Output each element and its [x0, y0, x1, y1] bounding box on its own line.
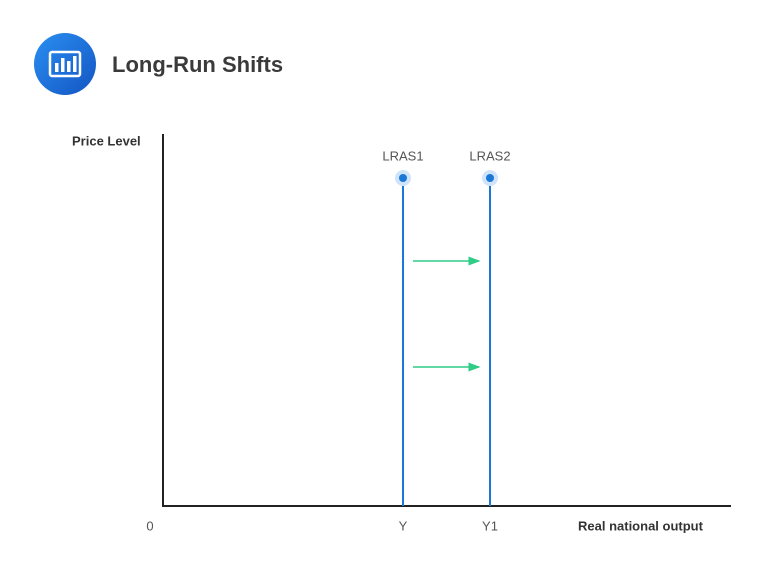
lras-dot — [399, 174, 407, 182]
x-axis-title: Real national output — [578, 518, 704, 533]
curve-label: LRAS2 — [469, 148, 510, 163]
y-axis-title: Price Level — [72, 133, 141, 148]
title: Long-Run Shifts — [112, 52, 283, 77]
lras-dot — [486, 174, 494, 182]
header-icon — [34, 33, 96, 95]
curves: LRAS1 Y LRAS2 Y1 — [382, 148, 510, 533]
x-tick-label: Y — [399, 518, 408, 533]
curve-label: LRAS1 — [382, 148, 423, 163]
origin-label: 0 — [146, 518, 153, 533]
x-tick-label: Y1 — [482, 518, 498, 533]
